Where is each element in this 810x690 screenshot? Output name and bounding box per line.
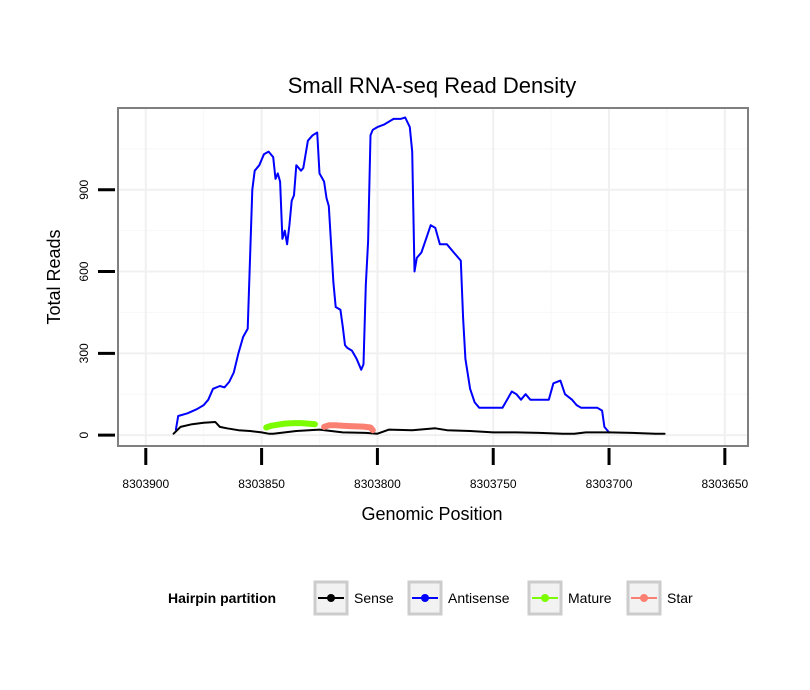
y-tick-label: 900	[77, 179, 91, 199]
y-tick-label: 0	[77, 431, 91, 438]
legend-label-star: Star	[667, 590, 693, 606]
plot-background	[118, 108, 748, 446]
legend-label-sense: Sense	[354, 590, 394, 606]
legend-label-mature: Mature	[568, 590, 612, 606]
x-tick-label: 8303850	[238, 477, 285, 491]
series-sense-line	[172, 421, 666, 435]
x-tick-label: 8303700	[586, 477, 633, 491]
legend-label-antisense: Antisense	[448, 590, 510, 606]
legend: Hairpin partition Sense Antisense Mature St…	[168, 580, 693, 616]
x-tick-label: 8303800	[354, 477, 401, 491]
series-mature-line	[263, 420, 318, 431]
x-axis: 8303900 8303850 8303800 8303750 8303700 83036…	[122, 448, 749, 491]
y-axis: 0 300 600 900	[77, 179, 115, 438]
x-tick-label: 8303650	[701, 477, 748, 491]
series	[172, 116, 666, 435]
legend-key-dot	[421, 594, 429, 602]
legend-key-dot	[541, 594, 549, 602]
x-axis-title: Genomic Position	[361, 504, 502, 524]
chart-title: Small RNA-seq Read Density	[288, 73, 577, 98]
legend-key-dot	[327, 594, 335, 602]
x-tick-label: 8303900	[122, 477, 169, 491]
series-antisense-line	[174, 116, 610, 434]
y-tick-label: 600	[77, 261, 91, 281]
y-tick-label: 300	[77, 343, 91, 363]
series-star-line	[321, 422, 376, 434]
x-tick-label: 8303750	[470, 477, 517, 491]
legend-key-dot	[640, 594, 648, 602]
plot-border	[117, 107, 749, 447]
grid	[118, 108, 748, 446]
y-axis-title: Total Reads	[44, 229, 64, 324]
legend-title: Hairpin partition	[168, 590, 276, 606]
